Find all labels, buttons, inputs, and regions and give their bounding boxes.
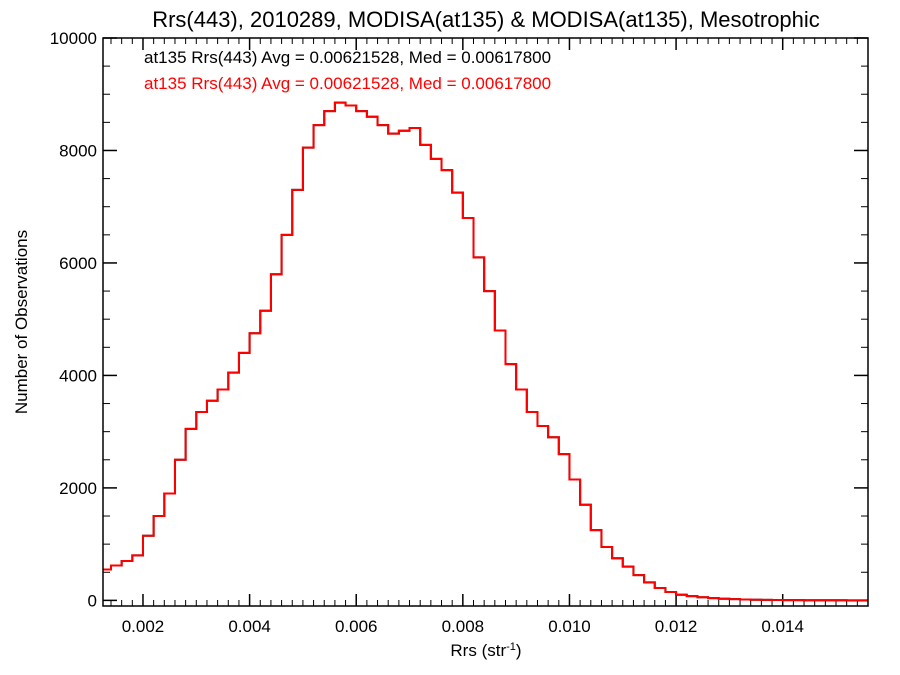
y-tick-label: 2000: [59, 479, 97, 498]
x-axis-label-sup: -1: [506, 641, 516, 653]
y-tick-label: 4000: [59, 366, 97, 385]
x-tick-label: 0.002: [122, 617, 165, 636]
x-axis-label-close: ): [516, 641, 522, 660]
x-tick-label: 0.010: [548, 617, 591, 636]
x-axis-label-main: Rrs (str: [450, 641, 506, 660]
y-tick-labels: 0 2000 4000 6000 8000 10000: [50, 29, 97, 610]
x-tick-label: 0.004: [228, 617, 271, 636]
x-tick-label: 0.006: [335, 617, 378, 636]
legend-entry: at135 Rrs(443) Avg = 0.00621528, Med = 0…: [144, 74, 551, 93]
series-line-black: [103, 101, 868, 602]
series-layer: [103, 101, 868, 602]
x-axis-label: Rrs (str-1): [450, 641, 521, 660]
x-tick-label: 0.008: [442, 617, 485, 636]
plot-frame: [102, 37, 869, 607]
x-tick-label: 0.012: [655, 617, 698, 636]
y-tick-label: 6000: [59, 254, 97, 273]
chart-title: Rrs(443), 2010289, MODISA(at135) & MODIS…: [152, 7, 820, 32]
x-tick-labels: 0.002 0.004 0.006 0.008 0.010 0.012 0.014: [122, 617, 804, 636]
y-tick-label: 10000: [50, 29, 97, 48]
y-tick-label: 8000: [59, 141, 97, 160]
y-tick-label: 0: [88, 591, 97, 610]
x-tick-label: 0.014: [761, 617, 804, 636]
axis-ticks: [103, 37, 868, 606]
y-axis-label: Number of Observations: [12, 230, 31, 414]
legend: at135 Rrs(443) Avg = 0.00621528, Med = 0…: [144, 48, 551, 93]
series-line-red: [103, 101, 868, 602]
legend-entry: at135 Rrs(443) Avg = 0.00621528, Med = 0…: [144, 48, 551, 67]
